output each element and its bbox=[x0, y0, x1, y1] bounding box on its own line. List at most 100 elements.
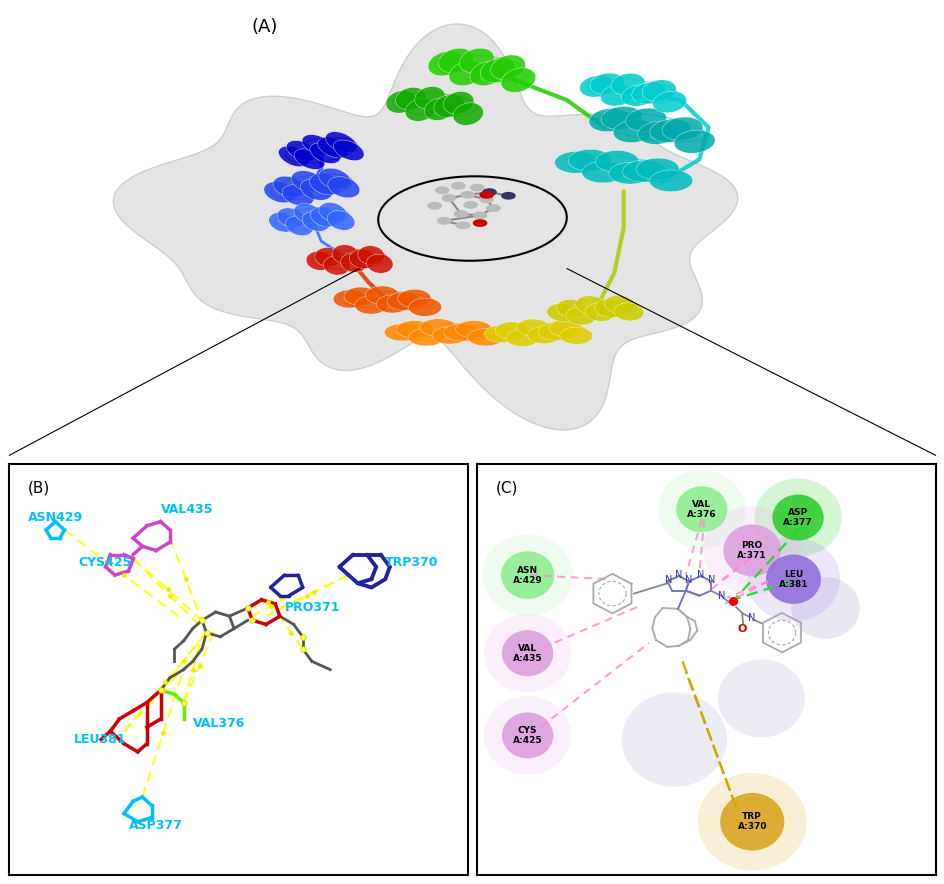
Circle shape bbox=[480, 192, 493, 198]
Ellipse shape bbox=[673, 130, 715, 153]
Ellipse shape bbox=[414, 87, 445, 109]
Ellipse shape bbox=[358, 246, 384, 265]
Ellipse shape bbox=[331, 245, 359, 263]
Ellipse shape bbox=[599, 85, 633, 106]
Circle shape bbox=[486, 205, 499, 211]
Ellipse shape bbox=[282, 185, 313, 206]
Ellipse shape bbox=[340, 253, 367, 272]
Text: N: N bbox=[717, 591, 724, 600]
Ellipse shape bbox=[376, 294, 409, 313]
Ellipse shape bbox=[314, 248, 341, 267]
Ellipse shape bbox=[384, 324, 420, 341]
Ellipse shape bbox=[637, 121, 678, 144]
Text: CYS
A:425: CYS A:425 bbox=[513, 726, 542, 745]
Ellipse shape bbox=[311, 207, 338, 226]
Ellipse shape bbox=[548, 319, 582, 337]
Ellipse shape bbox=[622, 160, 665, 182]
Circle shape bbox=[501, 630, 553, 676]
Ellipse shape bbox=[584, 303, 615, 322]
Ellipse shape bbox=[344, 287, 377, 305]
Ellipse shape bbox=[538, 323, 571, 340]
Circle shape bbox=[501, 193, 514, 199]
Text: VAL
A:435: VAL A:435 bbox=[513, 644, 542, 663]
Ellipse shape bbox=[480, 58, 514, 82]
Text: N: N bbox=[684, 575, 692, 585]
Ellipse shape bbox=[294, 149, 325, 170]
Ellipse shape bbox=[385, 90, 416, 113]
Ellipse shape bbox=[433, 95, 464, 118]
Ellipse shape bbox=[649, 170, 692, 192]
Ellipse shape bbox=[608, 163, 651, 184]
Text: O: O bbox=[736, 623, 746, 634]
Ellipse shape bbox=[291, 171, 323, 192]
Ellipse shape bbox=[621, 85, 655, 106]
Circle shape bbox=[501, 713, 553, 758]
Ellipse shape bbox=[424, 98, 454, 120]
Ellipse shape bbox=[443, 91, 473, 114]
Ellipse shape bbox=[662, 117, 702, 141]
Ellipse shape bbox=[613, 119, 653, 142]
Circle shape bbox=[790, 577, 859, 639]
Text: N: N bbox=[665, 575, 672, 585]
Circle shape bbox=[717, 659, 804, 737]
Circle shape bbox=[483, 697, 571, 774]
Circle shape bbox=[719, 793, 784, 850]
Ellipse shape bbox=[490, 55, 525, 80]
Ellipse shape bbox=[554, 151, 598, 173]
Text: ASN
A:429: ASN A:429 bbox=[513, 566, 542, 584]
Ellipse shape bbox=[428, 51, 463, 76]
Circle shape bbox=[702, 507, 801, 594]
Polygon shape bbox=[113, 24, 737, 430]
Ellipse shape bbox=[500, 68, 535, 93]
Ellipse shape bbox=[431, 327, 468, 344]
Ellipse shape bbox=[595, 150, 638, 172]
Ellipse shape bbox=[318, 202, 346, 222]
Ellipse shape bbox=[354, 296, 387, 314]
Ellipse shape bbox=[505, 330, 538, 347]
Text: VAL
A:376: VAL A:376 bbox=[686, 499, 716, 519]
Ellipse shape bbox=[302, 211, 329, 232]
Ellipse shape bbox=[408, 298, 441, 316]
Circle shape bbox=[437, 217, 450, 224]
Ellipse shape bbox=[467, 329, 503, 346]
Ellipse shape bbox=[366, 254, 393, 273]
Ellipse shape bbox=[527, 326, 560, 344]
Circle shape bbox=[482, 535, 572, 615]
Ellipse shape bbox=[405, 99, 435, 121]
Ellipse shape bbox=[594, 300, 624, 317]
Circle shape bbox=[500, 552, 553, 599]
Text: (C): (C) bbox=[495, 481, 517, 496]
Text: LEU
A:381: LEU A:381 bbox=[778, 569, 807, 589]
Ellipse shape bbox=[625, 108, 666, 131]
Circle shape bbox=[753, 478, 841, 557]
Text: N: N bbox=[747, 613, 754, 623]
Ellipse shape bbox=[588, 109, 630, 132]
Ellipse shape bbox=[365, 286, 398, 304]
Ellipse shape bbox=[559, 327, 592, 345]
Ellipse shape bbox=[516, 319, 549, 336]
Ellipse shape bbox=[565, 307, 596, 325]
Ellipse shape bbox=[317, 137, 348, 158]
Ellipse shape bbox=[452, 103, 483, 126]
Text: ASP377: ASP377 bbox=[128, 819, 182, 833]
Circle shape bbox=[482, 189, 496, 195]
Ellipse shape bbox=[652, 91, 686, 113]
Ellipse shape bbox=[444, 324, 480, 341]
Ellipse shape bbox=[632, 82, 666, 103]
Ellipse shape bbox=[484, 325, 517, 343]
Ellipse shape bbox=[614, 303, 643, 321]
Circle shape bbox=[480, 196, 493, 202]
Circle shape bbox=[442, 194, 455, 202]
Text: TRP
A:370: TRP A:370 bbox=[736, 812, 767, 831]
Ellipse shape bbox=[273, 176, 305, 197]
Circle shape bbox=[473, 212, 486, 218]
Ellipse shape bbox=[327, 210, 355, 231]
Ellipse shape bbox=[333, 290, 366, 308]
Ellipse shape bbox=[277, 208, 305, 227]
Ellipse shape bbox=[328, 177, 360, 198]
Circle shape bbox=[746, 537, 839, 621]
Circle shape bbox=[464, 202, 477, 208]
Ellipse shape bbox=[397, 289, 430, 308]
Ellipse shape bbox=[268, 212, 296, 232]
Ellipse shape bbox=[294, 203, 321, 223]
